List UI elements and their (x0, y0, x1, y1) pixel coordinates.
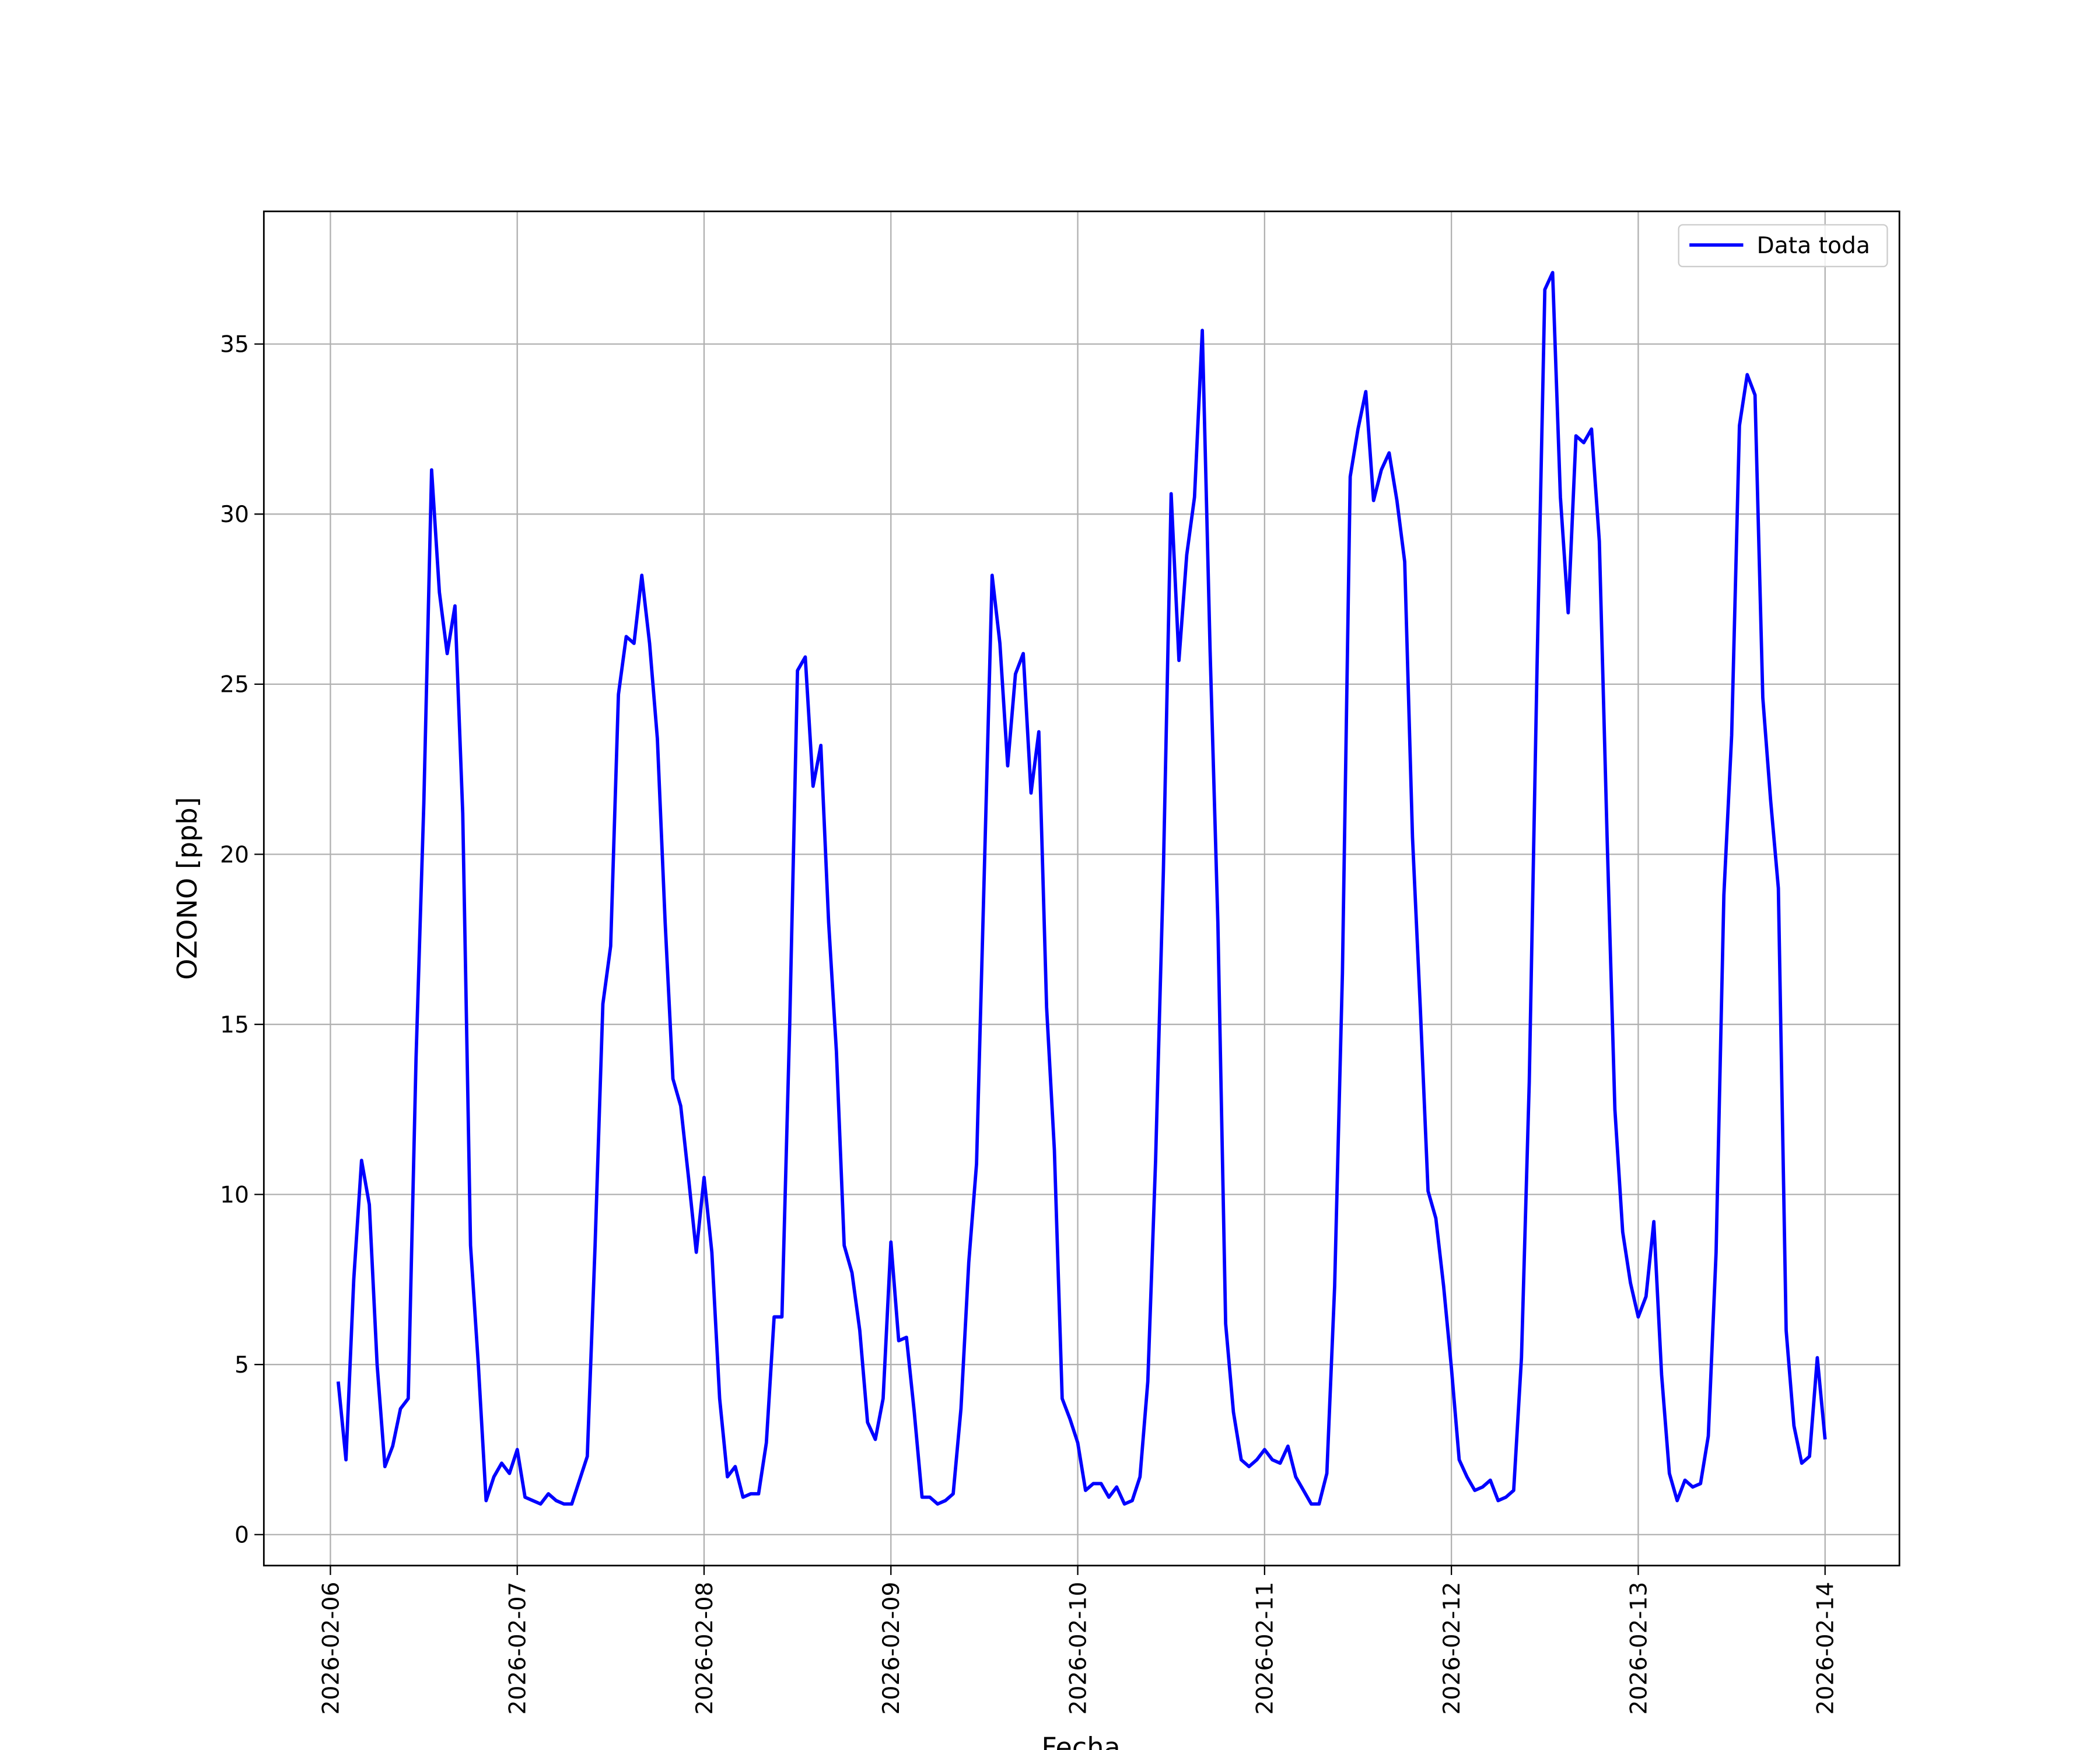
y-tick-label: 25 (220, 672, 249, 698)
y-tick-label: 0 (235, 1522, 249, 1549)
x-tick-label: 2026-02-13 (1626, 1582, 1652, 1715)
x-tick-label: 2026-02-09 (878, 1582, 905, 1715)
x-tick-label: 2026-02-14 (1813, 1582, 1839, 1715)
y-tick-label: 35 (220, 332, 249, 358)
x-tick-label: 2026-02-06 (318, 1582, 344, 1715)
y-tick-label: 20 (220, 842, 249, 868)
legend: Data toda (1678, 224, 1888, 268)
x-tick-label: 2026-02-10 (1065, 1582, 1091, 1715)
y-tick-label: 10 (220, 1182, 249, 1208)
x-tick-label: 2026-02-11 (1252, 1582, 1279, 1715)
data-line (336, 271, 1827, 1506)
y-tick-label: 15 (220, 1012, 249, 1038)
x-tick-label: 2026-02-12 (1439, 1582, 1465, 1715)
x-axis-label: Fecha (1041, 1732, 1120, 1750)
x-tick-label: 2026-02-08 (692, 1582, 718, 1715)
legend-box (1678, 224, 1888, 268)
y-axis-label: OZONO [ppb] (172, 797, 203, 980)
y-tick-label: 30 (220, 502, 249, 528)
legend-label: Data toda (1757, 233, 1870, 259)
x-tick-label: 2026-02-07 (505, 1582, 531, 1715)
y-tick-label: 5 (235, 1352, 249, 1378)
plot-frame (262, 210, 1901, 1567)
